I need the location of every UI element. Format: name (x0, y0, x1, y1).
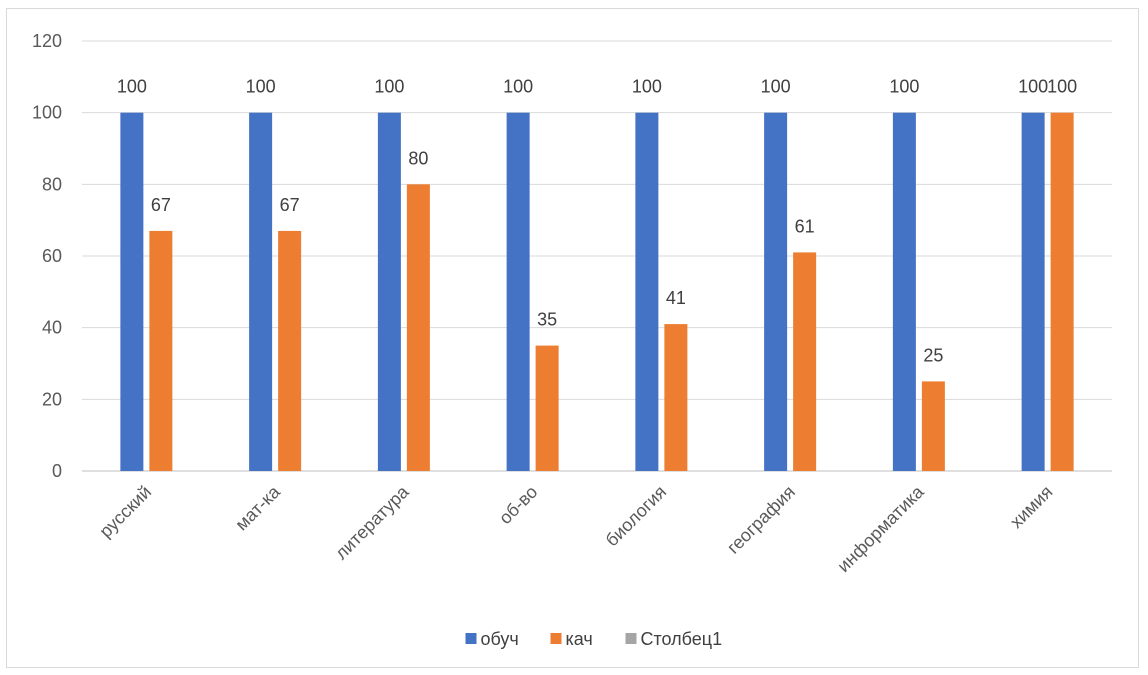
bar-кач (1050, 112, 1074, 472)
legend-label: Столбец1 (641, 629, 723, 649)
data-label: 80 (408, 148, 428, 168)
data-label: 100 (374, 77, 404, 97)
y-tick-label: 120 (32, 31, 62, 51)
data-label: 41 (666, 288, 686, 308)
bar-кач (406, 184, 430, 472)
data-label: 61 (795, 216, 815, 236)
bar-обуч (635, 112, 659, 472)
bar-обуч (764, 112, 788, 472)
x-tick-label: русский (95, 482, 155, 542)
y-tick-label: 0 (52, 461, 62, 481)
bar-обуч (377, 112, 401, 472)
data-label: 100 (632, 77, 662, 97)
data-label: 35 (537, 310, 557, 330)
chart-frame (6, 8, 1139, 668)
bar-обуч (120, 112, 144, 472)
bars (120, 112, 1074, 472)
bar-кач (535, 345, 559, 471)
legend-item: Столбец1 (625, 629, 723, 649)
x-tick-label: биология (602, 482, 671, 551)
y-tick-label: 20 (42, 389, 62, 409)
data-label: 100 (1018, 77, 1048, 97)
bar-обуч (892, 112, 916, 472)
data-label: 100 (246, 77, 276, 97)
data-label: 100 (761, 77, 791, 97)
legend-swatch (465, 633, 477, 644)
legend-swatch (550, 633, 562, 644)
data-label: 67 (151, 195, 171, 215)
legend-swatch (625, 633, 637, 644)
data-labels: 1006710067100801003510041100611002510010… (117, 77, 1077, 366)
legend-item: обуч (465, 629, 519, 649)
y-tick-label: 60 (42, 246, 62, 266)
bar-кач (921, 381, 945, 471)
data-label: 100 (1047, 77, 1077, 97)
bar-обуч (506, 112, 530, 472)
x-axis-ticks: русский мат-ка литература об-во биология геог… (95, 481, 1056, 576)
legend-item: кач (550, 629, 593, 649)
x-tick-label: мат-ка (231, 481, 284, 534)
y-tick-label: 40 (42, 318, 62, 338)
data-label: 100 (889, 77, 919, 97)
x-tick-label: об-во (495, 482, 541, 528)
data-label: 67 (280, 195, 300, 215)
legend-label: обуч (481, 629, 519, 649)
y-tick-label: 80 (42, 174, 62, 194)
y-tick-label: 100 (32, 103, 62, 123)
bar-кач (664, 324, 688, 471)
grid-lines (82, 40, 1112, 472)
data-label: 100 (503, 77, 533, 97)
x-tick-label: информатика (833, 481, 928, 576)
bar-кач (793, 252, 817, 471)
bar-обуч (1021, 112, 1045, 472)
x-tick-label: литература (331, 481, 413, 563)
data-label: 100 (117, 77, 147, 97)
bar-кач (149, 230, 173, 471)
x-tick-label: география (723, 482, 799, 558)
bar-кач (278, 230, 302, 471)
legend: обуч кач Столбец1 (465, 629, 723, 649)
legend-label: кач (566, 629, 593, 649)
y-axis-ticks: 0 20 40 60 80 100 120 (32, 31, 62, 481)
x-tick-label: химия (1006, 482, 1056, 532)
data-label: 25 (923, 345, 943, 365)
bar-обуч (249, 112, 273, 472)
